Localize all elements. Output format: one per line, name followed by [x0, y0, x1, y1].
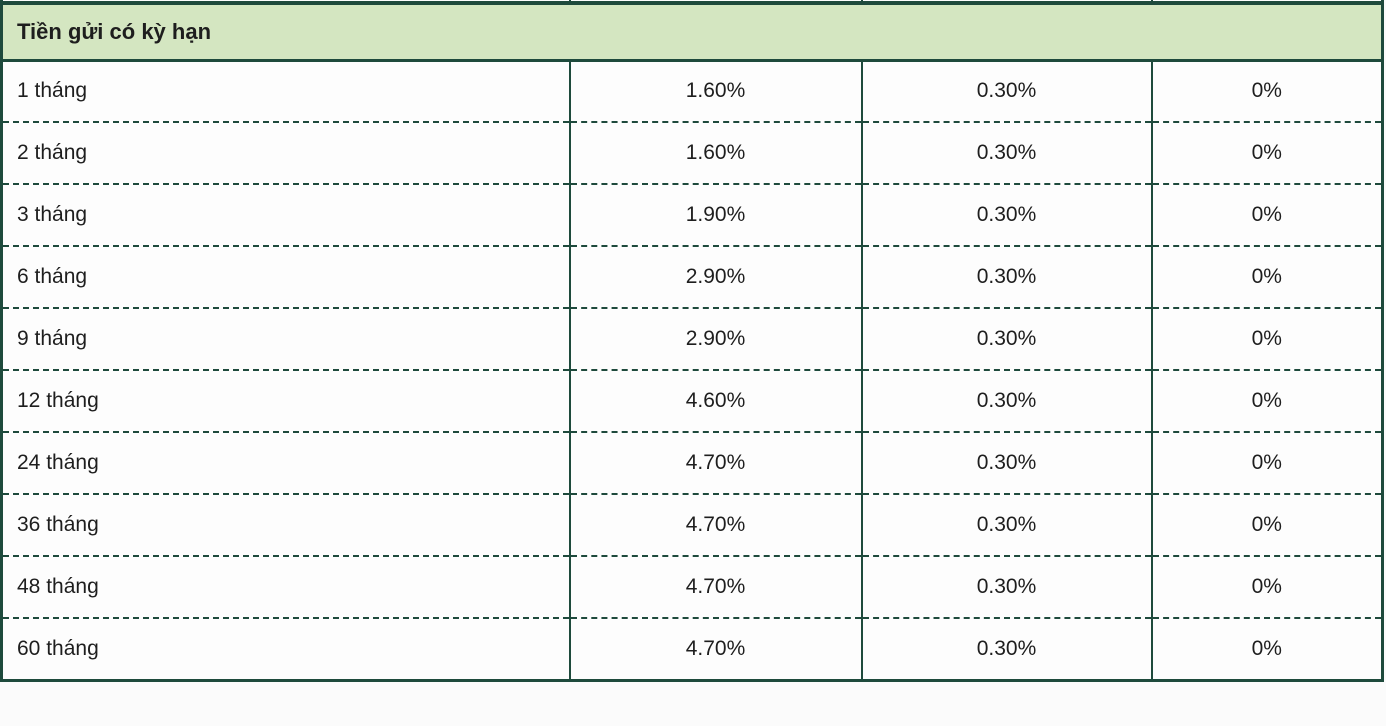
rate-cell-2: 0.30% — [860, 308, 1152, 371]
term-cell: 48 tháng — [1, 556, 570, 619]
table-row: 2 tháng 1.60% 0.30% 0% — [1, 122, 1383, 185]
rate-cell-3: 0% — [1150, 246, 1383, 309]
table-row: 6 tháng 2.90% 0.30% 0% — [1, 246, 1383, 309]
rate-cell-2: 0.30% — [860, 432, 1152, 495]
rate-cell-2: 0.30% — [860, 370, 1152, 433]
clipped-cell — [568, 0, 862, 5]
interest-rate-table: Tiền gửi có kỳ hạn 1 tháng 1.60% 0.30% 0% 2 … — [0, 0, 1384, 682]
rate-cell-1: 2.90% — [568, 246, 862, 309]
term-cell: 2 tháng — [1, 122, 570, 185]
rate-cell-3: 0% — [1150, 308, 1383, 371]
rate-cell-2: 0.30% — [860, 60, 1152, 123]
rate-cell-2: 0.30% — [860, 618, 1152, 680]
table-row: 36 tháng 4.70% 0.30% 0% — [1, 494, 1383, 557]
rate-cell-2: 0.30% — [860, 494, 1152, 557]
rate-cell-1: 4.70% — [568, 432, 862, 495]
clipped-cell — [1150, 0, 1383, 5]
clipped-row-above — [1, 0, 1383, 5]
term-cell: 6 tháng — [1, 246, 570, 309]
section-header-row: Tiền gửi có kỳ hạn — [1, 3, 1383, 62]
clipped-cell — [860, 0, 1152, 5]
rate-cell-3: 0% — [1150, 494, 1383, 557]
term-cell: 12 tháng — [1, 370, 570, 433]
table-row: 48 tháng 4.70% 0.30% 0% — [1, 556, 1383, 619]
term-cell: 60 tháng — [1, 618, 570, 680]
rate-cell-1: 4.70% — [568, 618, 862, 680]
table-row: 3 tháng 1.90% 0.30% 0% — [1, 184, 1383, 247]
rate-cell-1: 4.70% — [568, 556, 862, 619]
rate-cell-1: 2.90% — [568, 308, 862, 371]
rate-cell-3: 0% — [1150, 122, 1383, 185]
rate-cell-3: 0% — [1150, 618, 1383, 680]
rate-cell-2: 0.30% — [860, 246, 1152, 309]
table-row: 1 tháng 1.60% 0.30% 0% — [1, 60, 1383, 123]
rate-cell-3: 0% — [1150, 432, 1383, 495]
term-cell: 3 tháng — [1, 184, 570, 247]
rate-cell-3: 0% — [1150, 184, 1383, 247]
rate-cell-2: 0.30% — [860, 556, 1152, 619]
term-cell: 24 tháng — [1, 432, 570, 495]
rate-cell-2: 0.30% — [860, 122, 1152, 185]
rate-cell-3: 0% — [1150, 60, 1383, 123]
table-row: 60 tháng 4.70% 0.30% 0% — [1, 618, 1383, 680]
table-row: 9 tháng 2.90% 0.30% 0% — [1, 308, 1383, 371]
term-cell: 1 tháng — [1, 60, 570, 123]
rate-cell-1: 4.60% — [568, 370, 862, 433]
rate-cell-1: 4.70% — [568, 494, 862, 557]
table-row: 12 tháng 4.60% 0.30% 0% — [1, 370, 1383, 433]
clipped-cell — [1, 0, 570, 5]
rate-cell-1: 1.90% — [568, 184, 862, 247]
rate-cell-1: 1.60% — [568, 60, 862, 123]
table-row: 24 tháng 4.70% 0.30% 0% — [1, 432, 1383, 495]
rate-cell-3: 0% — [1150, 556, 1383, 619]
rate-cell-1: 1.60% — [568, 122, 862, 185]
table-body: 1 tháng 1.60% 0.30% 0% 2 tháng 1.60% 0.30% 0% 3 … — [1, 60, 1383, 680]
term-cell: 36 tháng — [1, 494, 570, 557]
rate-cell-3: 0% — [1150, 370, 1383, 433]
rate-cell-2: 0.30% — [860, 184, 1152, 247]
term-cell: 9 tháng — [1, 308, 570, 371]
section-header-label: Tiền gửi có kỳ hạn — [1, 3, 1383, 62]
